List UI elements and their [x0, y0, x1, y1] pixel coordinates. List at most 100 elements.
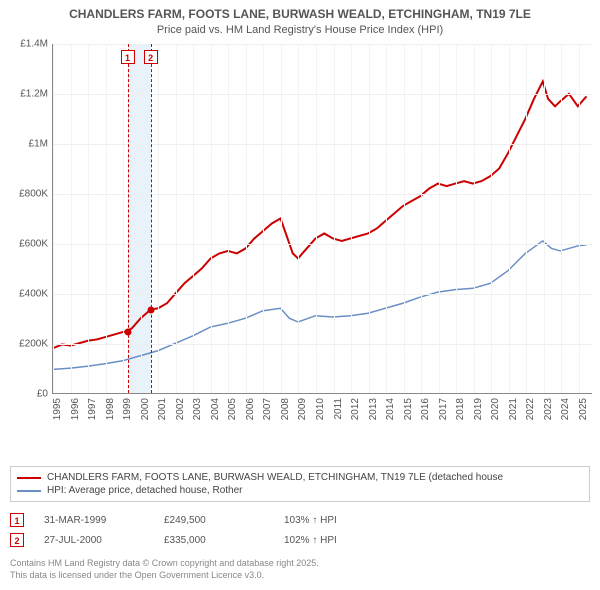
gridline-v: [439, 44, 440, 393]
gridline-h: [53, 144, 592, 145]
gridline-v: [404, 44, 405, 393]
x-tick-label: 2016: [420, 398, 431, 420]
legend-item: HPI: Average price, detached house, Roth…: [17, 484, 583, 497]
y-tick-label: £1M: [29, 139, 48, 150]
footnote-line-2: This data is licensed under the Open Gov…: [10, 570, 590, 582]
sale-ratio: 103% ↑ HPI: [284, 515, 384, 526]
gridline-v: [351, 44, 352, 393]
x-tick-label: 2014: [385, 398, 396, 420]
gridline-h: [53, 94, 592, 95]
x-tick-label: 2017: [438, 398, 449, 420]
chart-container: CHANDLERS FARM, FOOTS LANE, BURWASH WEAL…: [0, 0, 600, 590]
series-line: [53, 241, 586, 369]
x-tick-label: 2023: [543, 398, 554, 420]
sale-row: 227-JUL-2000£335,000102% ↑ HPI: [10, 530, 590, 550]
gridline-h: [53, 194, 592, 195]
x-tick-label: 2019: [473, 398, 484, 420]
x-tick-label: 1997: [87, 398, 98, 420]
x-tick-label: 1998: [105, 398, 116, 420]
chart-area: £0£200K£400K£600K£800K£1M£1.2M£1.4M 12 1…: [10, 44, 590, 426]
x-tick-label: 2008: [280, 398, 291, 420]
x-tick-label: 2007: [262, 398, 273, 420]
gridline-v: [421, 44, 422, 393]
x-tick-label: 2004: [210, 398, 221, 420]
gridline-v: [369, 44, 370, 393]
legend-swatch: [17, 477, 41, 479]
x-tick-label: 1996: [70, 398, 81, 420]
y-tick-label: £0: [37, 389, 48, 400]
x-tick-label: 2020: [490, 398, 501, 420]
gridline-v: [263, 44, 264, 393]
gridline-v: [53, 44, 54, 393]
sales-table: 131-MAR-1999£249,500103% ↑ HPI227-JUL-20…: [10, 510, 590, 550]
chart-title: CHANDLERS FARM, FOOTS LANE, BURWASH WEAL…: [10, 6, 590, 22]
sale-dot: [124, 328, 131, 335]
x-tick-label: 1999: [122, 398, 133, 420]
legend: CHANDLERS FARM, FOOTS LANE, BURWASH WEAL…: [10, 466, 590, 502]
y-tick-label: £1.4M: [20, 39, 48, 50]
x-tick-label: 2025: [578, 398, 589, 420]
gridline-v: [88, 44, 89, 393]
gridline-h: [53, 44, 592, 45]
x-tick-label: 2024: [560, 398, 571, 420]
legend-swatch: [17, 490, 41, 492]
gridline-v: [526, 44, 527, 393]
marker-line: [128, 44, 129, 393]
x-tick-label: 2006: [245, 398, 256, 420]
x-tick-label: 2005: [227, 398, 238, 420]
x-tick-label: 1995: [52, 398, 63, 420]
gridline-v: [211, 44, 212, 393]
gridline-v: [491, 44, 492, 393]
gridline-v: [123, 44, 124, 393]
gridline-v: [544, 44, 545, 393]
gridline-v: [334, 44, 335, 393]
gridline-h: [53, 294, 592, 295]
gridline-v: [176, 44, 177, 393]
x-tick-label: 2001: [157, 398, 168, 420]
gridline-v: [106, 44, 107, 393]
gridline-v: [561, 44, 562, 393]
gridline-h: [53, 344, 592, 345]
gridline-v: [193, 44, 194, 393]
x-tick-label: 2018: [455, 398, 466, 420]
sale-badge: 1: [10, 513, 24, 527]
gridline-v: [474, 44, 475, 393]
sale-row: 131-MAR-1999£249,500103% ↑ HPI: [10, 510, 590, 530]
footnote: Contains HM Land Registry data © Crown c…: [10, 558, 590, 581]
x-tick-label: 2010: [315, 398, 326, 420]
x-tick-label: 2013: [368, 398, 379, 420]
sale-price: £249,500: [164, 515, 264, 526]
sale-date: 27-JUL-2000: [44, 535, 144, 546]
gridline-v: [141, 44, 142, 393]
sale-dot: [147, 307, 154, 314]
x-tick-label: 2002: [175, 398, 186, 420]
gridline-v: [228, 44, 229, 393]
x-tick-label: 2000: [140, 398, 151, 420]
chart-subtitle: Price paid vs. HM Land Registry's House …: [10, 24, 590, 36]
x-tick-label: 2015: [403, 398, 414, 420]
y-tick-label: £600K: [19, 239, 48, 250]
gridline-v: [246, 44, 247, 393]
gridline-v: [298, 44, 299, 393]
series-line: [53, 82, 586, 349]
gridline-v: [509, 44, 510, 393]
legend-item: CHANDLERS FARM, FOOTS LANE, BURWASH WEAL…: [17, 471, 583, 484]
gridline-v: [579, 44, 580, 393]
gridline-v: [158, 44, 159, 393]
legend-label: HPI: Average price, detached house, Roth…: [47, 485, 243, 496]
marker-line: [151, 44, 152, 393]
legend-label: CHANDLERS FARM, FOOTS LANE, BURWASH WEAL…: [47, 472, 503, 483]
line-series: [53, 44, 592, 393]
marker-badge: 1: [121, 50, 135, 64]
y-tick-label: £1.2M: [20, 89, 48, 100]
plot-area: 12: [52, 44, 592, 394]
gridline-v: [386, 44, 387, 393]
marker-badge: 2: [144, 50, 158, 64]
x-tick-label: 2022: [525, 398, 536, 420]
y-tick-label: £200K: [19, 339, 48, 350]
sale-ratio: 102% ↑ HPI: [284, 535, 384, 546]
gridline-v: [281, 44, 282, 393]
gridline-v: [316, 44, 317, 393]
x-tick-label: 2003: [192, 398, 203, 420]
x-tick-label: 2011: [333, 398, 344, 420]
